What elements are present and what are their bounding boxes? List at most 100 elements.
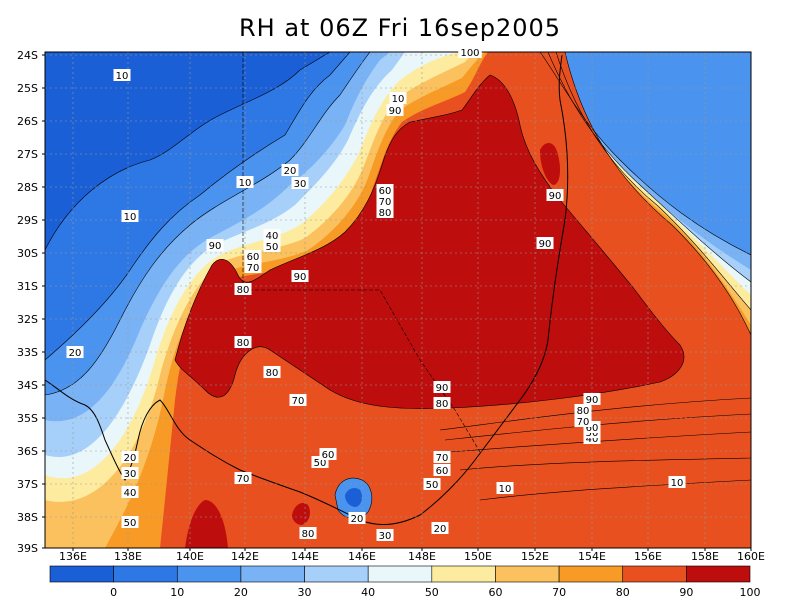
svg-text:40: 40 [586,434,599,445]
contour-label: 10 [668,476,686,489]
svg-text:90: 90 [549,191,562,202]
svg-text:90: 90 [389,106,402,117]
contour-label: 10 [113,69,131,82]
contour-label: 20 [348,512,366,525]
colorbar-swatch [304,565,369,583]
colorbar-swatch [622,565,687,583]
lat-label: 39S [17,542,38,555]
lat-label: 33S [17,346,38,359]
svg-text:50: 50 [266,242,279,253]
svg-text:10: 10 [499,484,512,495]
svg-text:80: 80 [237,338,250,349]
lon-label: 142E [231,550,259,563]
contour-label: 50 [121,516,139,529]
svg-text:90: 90 [436,383,449,394]
contour-label: 70 [433,451,451,464]
contour-label: 80 [263,366,281,379]
lat-label: 32S [17,313,38,326]
svg-text:80: 80 [436,399,449,410]
contour-label: 10 [121,210,139,223]
contour-label: 10 [496,482,514,495]
svg-text:100: 100 [460,48,479,59]
map-title: RH at 06Z Fri 16sep2005 [238,14,562,42]
contour-label: 90 [291,270,309,283]
latitude-labels: 24S 25S 26S 27S 28S 29S 30S 31S 32S 33S 34S 35S 36S 3… [17,49,45,555]
contour-label: 60 [376,184,394,197]
contour-lines [45,52,751,519]
lon-label: 138E [114,550,142,563]
contour-label: 70 [234,472,252,485]
contour-label: 70 [376,195,394,208]
svg-text:70: 70 [237,474,250,485]
colorbar: 0 10 20 30 40 50 60 70 80 90 100 [49,565,761,599]
svg-text:10: 10 [116,71,129,82]
contour-label: 60 [319,448,337,461]
contour-label: 40 [121,486,139,499]
svg-text:60: 60 [247,252,260,263]
svg-text:80: 80 [302,529,315,540]
svg-text:10: 10 [124,212,137,223]
contour-label: 70 [289,394,307,407]
lat-label: 24S [17,49,38,62]
svg-text:70: 70 [247,263,260,274]
colorbar-label: 60 [488,586,502,599]
svg-text:70: 70 [436,453,449,464]
colorbar-swatch [431,565,496,583]
svg-text:80: 80 [237,285,250,296]
lat-label: 30S [17,247,38,260]
state-border-horizontal [243,289,481,453]
contour-label: 10 [236,176,254,189]
lat-label: 35S [17,412,38,425]
contour-label: 20 [431,522,449,535]
lat-label: 38S [17,511,38,524]
contour-label: 20 [66,346,84,359]
contour-label: 80 [299,527,317,540]
colorbar-label: 40 [361,586,375,599]
contour-label: 10 [389,92,407,105]
contour-label: 90 [546,189,564,202]
colorbar-label: 10 [170,586,184,599]
svg-text:90: 90 [539,239,552,250]
longitude-labels: 136E 138E 140E 142E 144E 146E 148E 150E 152E 154E… [59,548,765,563]
colorbar-swatch [686,565,751,583]
contour-label: 60 [244,250,262,263]
contour-label: 80 [234,283,252,296]
svg-text:10: 10 [239,178,252,189]
lon-label: 154E [578,550,606,563]
colorbar-label: 100 [740,586,761,599]
svg-text:50: 50 [314,458,327,469]
band-100plus-sw [185,500,228,548]
contour-label: 30 [376,529,394,542]
colorbar-swatch [49,565,114,583]
svg-text:40: 40 [124,488,137,499]
svg-text:20: 20 [69,348,82,359]
svg-text:30: 30 [379,531,392,542]
colorbar-swatch [495,565,560,583]
contour-label: 60 [433,464,451,477]
lon-label: 146E [348,550,376,563]
contour-label: 20 [281,164,299,177]
svg-text:30: 30 [294,179,307,190]
colorbar-label: 70 [552,586,566,599]
contour-label: 100 [458,46,482,59]
colorbar-swatch [240,565,305,583]
svg-text:20: 20 [434,524,447,535]
contour-label: 20 [121,451,139,464]
contour-label: 80 [376,206,394,219]
lon-label: 148E [408,550,436,563]
svg-text:30: 30 [124,469,137,480]
svg-text:60: 60 [379,186,392,197]
contour-label: 90 [206,239,224,252]
contour-label: 50 [263,240,281,253]
colorbar-swatch [367,565,433,583]
lon-label: 160E [737,550,765,563]
lat-label: 34S [17,379,38,392]
contour-label: 90 [433,381,451,394]
lon-label: 144E [291,550,319,563]
svg-text:40: 40 [266,231,279,242]
contour-labels: 1010101010102020202020303030404040505050… [66,46,686,542]
svg-text:20: 20 [124,453,137,464]
svg-text:20: 20 [284,166,297,177]
lat-label: 25S [17,82,38,95]
